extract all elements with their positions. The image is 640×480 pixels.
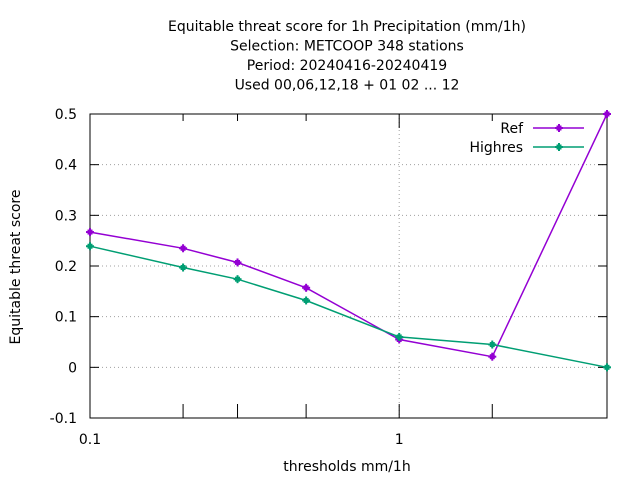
data-point-highres xyxy=(488,340,497,349)
title-line-2: Selection: METCOOP 348 stations xyxy=(230,39,464,55)
legend-marker-ref xyxy=(555,124,563,132)
series-line-highres xyxy=(89,245,608,369)
series-line-ref xyxy=(89,113,608,358)
chart-title: Equitable threat score for 1h Precipitat… xyxy=(168,19,526,94)
title-line-4: Used 00,06,12,18 + 01 02 ... 12 xyxy=(235,78,460,94)
y-tick-label: 0.5 xyxy=(55,107,77,123)
legend-marker-highres xyxy=(555,143,563,151)
data-point-highres xyxy=(86,242,94,251)
x-tick-label: 0.1 xyxy=(79,432,101,448)
legend-label-ref: Ref xyxy=(500,121,524,137)
data-point-ref xyxy=(179,244,188,253)
data-point-highres xyxy=(302,296,311,305)
y-tick-label: 0 xyxy=(68,360,77,376)
data-point-ref xyxy=(233,258,242,267)
x-axis-label: thresholds mm/1h xyxy=(283,459,410,475)
series-lines xyxy=(86,110,611,372)
plot-frame xyxy=(89,113,608,419)
y-axis-label: Equitable threat score xyxy=(8,190,24,345)
data-point-highres xyxy=(395,332,404,341)
y-tick-label: 0.3 xyxy=(55,208,77,224)
y-tick-label: 0.2 xyxy=(55,259,77,275)
data-point-ref xyxy=(603,110,611,118)
title-line-3: Period: 20240416-20240419 xyxy=(247,58,447,74)
legend-label-highres: Highres xyxy=(469,140,523,156)
data-point-highres xyxy=(233,275,242,284)
data-point-ref xyxy=(302,283,311,292)
y-tick-label: 0.4 xyxy=(55,158,77,174)
grid xyxy=(90,114,607,418)
x-tick-label: 1 xyxy=(395,432,404,448)
y-tick-label: 0.1 xyxy=(55,310,77,326)
title-line-1: Equitable threat score for 1h Precipitat… xyxy=(168,19,526,35)
data-point-highres xyxy=(603,363,611,372)
data-point-ref xyxy=(86,228,94,237)
y-tick-label: -0.1 xyxy=(50,411,77,427)
data-point-highres xyxy=(179,263,188,272)
axis-ticks: -0.1 0 0.1 0.2 0.3 0.4 0.5 0.1 1 xyxy=(50,107,607,448)
legend: Ref Highres xyxy=(469,121,584,156)
data-point-ref xyxy=(488,352,497,361)
